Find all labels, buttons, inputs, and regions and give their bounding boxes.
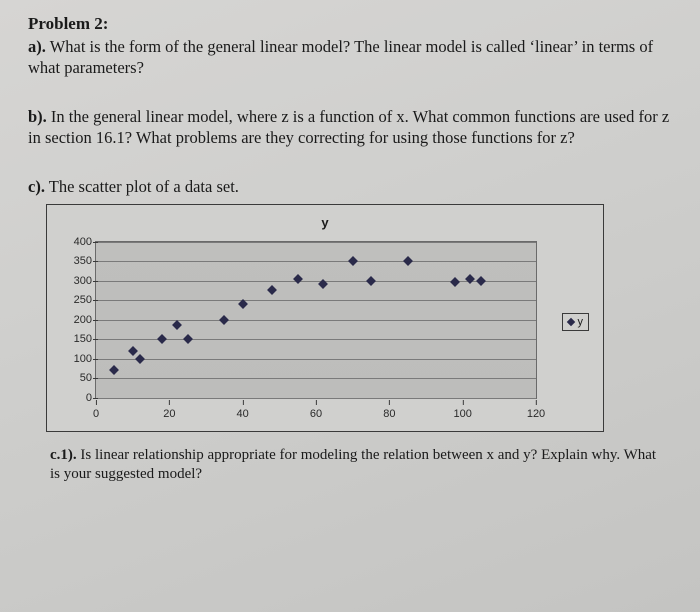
gridline-h — [96, 320, 536, 321]
data-point — [348, 256, 358, 266]
y-tick-label: 400 — [62, 236, 92, 248]
data-point — [366, 276, 376, 286]
x-tick-label: 60 — [310, 408, 322, 420]
part-c: c). The scatter plot of a data set. — [28, 176, 676, 197]
data-point — [219, 315, 229, 325]
data-point — [157, 334, 167, 344]
x-tick-label: 20 — [163, 408, 175, 420]
data-point — [109, 365, 119, 375]
gridline-h — [96, 398, 536, 399]
part-b: b). In the general linear model, where z… — [28, 106, 676, 148]
part-b-text: In the general linear model, where z is … — [28, 107, 669, 147]
gridline-h — [96, 359, 536, 360]
part-c-label: c). — [28, 177, 45, 196]
data-point — [293, 274, 303, 284]
y-tick-label: 300 — [62, 275, 92, 287]
problem-title: Problem 2: — [28, 14, 676, 34]
data-point — [465, 274, 475, 284]
part-c1: c.1). Is linear relationship appropriate… — [50, 446, 658, 485]
y-tick-label: 100 — [62, 353, 92, 365]
plot-area: 050100150200250300350400020406080100120 — [95, 241, 537, 399]
x-tick-label: 0 — [93, 408, 99, 420]
part-c1-label: c.1). — [50, 447, 77, 463]
data-point — [450, 278, 460, 288]
part-a-label: a). — [28, 37, 46, 56]
chart-title: y — [47, 215, 603, 230]
y-tick-label: 200 — [62, 314, 92, 326]
x-tick-label: 120 — [527, 408, 545, 420]
x-tick-label: 80 — [383, 408, 395, 420]
data-point — [172, 320, 182, 330]
x-tick-label: 100 — [453, 408, 471, 420]
y-tick-label: 350 — [62, 255, 92, 267]
data-point — [128, 346, 138, 356]
data-point — [183, 334, 193, 344]
gridline-h — [96, 300, 536, 301]
legend-label: y — [578, 316, 584, 328]
gridline-h — [96, 242, 536, 243]
x-tick-label: 40 — [237, 408, 249, 420]
part-c1-text: Is linear relationship appropriate for m… — [50, 447, 656, 483]
legend-marker-icon — [566, 317, 574, 325]
page-root: Problem 2: a). What is the form of the g… — [0, 0, 700, 612]
y-tick-label: 250 — [62, 294, 92, 306]
part-b-label: b). — [28, 107, 47, 126]
scatter-chart: y 05010015020025030035040002040608010012… — [46, 204, 604, 432]
part-a-text: What is the form of the general linear m… — [28, 37, 653, 77]
chart-legend: y — [562, 313, 590, 331]
gridline-h — [96, 261, 536, 262]
y-tick-label: 50 — [62, 372, 92, 384]
y-tick-label: 150 — [62, 333, 92, 345]
part-a: a). What is the form of the general line… — [28, 36, 676, 78]
data-point — [403, 256, 413, 266]
part-c-text: The scatter plot of a data set. — [45, 177, 239, 196]
data-point — [267, 285, 277, 295]
data-point — [135, 354, 145, 364]
gridline-h — [96, 378, 536, 379]
y-tick-label: 0 — [62, 392, 92, 404]
data-point — [476, 276, 486, 286]
